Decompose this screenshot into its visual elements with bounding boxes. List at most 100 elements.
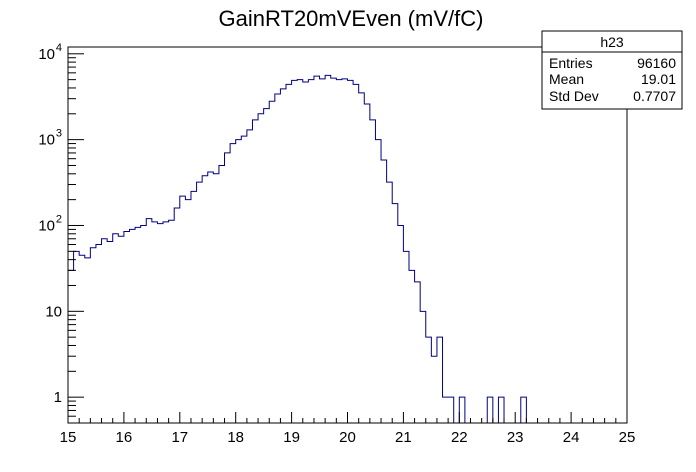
y-tick-exponent: 4 xyxy=(56,42,62,54)
histogram-bin xyxy=(152,222,158,423)
histogram-bin xyxy=(118,236,124,423)
histogram-bin xyxy=(431,356,437,423)
histogram-bin xyxy=(420,311,426,423)
histogram-bin xyxy=(297,80,303,423)
histogram-bin xyxy=(403,251,409,423)
histogram-bin xyxy=(102,239,108,423)
histogram-bin xyxy=(342,79,348,423)
x-tick-label: 19 xyxy=(283,429,300,446)
x-tick-label: 24 xyxy=(563,429,580,446)
y-tick-exponent: 2 xyxy=(56,213,62,225)
histogram-bin xyxy=(437,337,443,423)
histogram-bin xyxy=(146,219,152,423)
histogram-bin xyxy=(236,140,242,423)
x-tick-label: 18 xyxy=(227,429,244,446)
histogram-bin xyxy=(135,227,141,423)
stats-value-mean: 19.01 xyxy=(641,71,676,87)
histogram-bin xyxy=(252,120,258,423)
y-tick-label: 10 xyxy=(45,303,62,320)
histogram-bin xyxy=(225,153,231,423)
stats-value-std-dev: 0.7707 xyxy=(633,88,676,104)
histogram-bin xyxy=(141,225,147,423)
stats-label-entries: Entries xyxy=(549,55,593,71)
histogram-bin xyxy=(113,234,119,423)
histogram-bin xyxy=(370,120,376,423)
stats-box-border xyxy=(541,30,683,110)
histogram-bin xyxy=(387,182,393,423)
histogram-bin xyxy=(264,109,270,423)
histogram-bin xyxy=(498,397,504,423)
histogram-bin xyxy=(107,242,113,423)
histogram-bin xyxy=(314,76,320,423)
histogram-bin xyxy=(308,80,314,423)
histogram-bin xyxy=(459,397,465,423)
histogram-bin xyxy=(219,165,225,423)
stats-box: h23 Entries 96160 Mean 19.01 Std Dev 0.7… xyxy=(541,30,683,110)
histogram-bin xyxy=(487,397,493,423)
histogram-bin xyxy=(331,78,337,423)
histogram-bin xyxy=(247,130,253,423)
histogram-bin xyxy=(286,84,292,423)
histogram-bin xyxy=(96,245,102,423)
x-tick-label: 17 xyxy=(171,429,188,446)
x-axis: 15 16 17 18 19 20 21 22 23 24 25 xyxy=(60,412,636,446)
histogram-bin xyxy=(375,140,381,423)
histogram-bin xyxy=(258,114,264,423)
histogram-bin xyxy=(129,229,135,423)
y-tick-label: 10 xyxy=(38,217,55,234)
y-tick-label: 10 xyxy=(38,46,55,63)
x-tick-label: 21 xyxy=(395,429,412,446)
histogram-bin xyxy=(415,282,421,423)
histogram-bin xyxy=(336,80,342,423)
x-tick-label: 25 xyxy=(619,429,636,446)
histogram-bin xyxy=(353,84,359,423)
histogram-bin xyxy=(292,80,298,423)
histogram-bin xyxy=(320,79,326,423)
histogram-outline xyxy=(68,74,627,424)
histogram-bin xyxy=(303,82,309,423)
histogram-bin xyxy=(213,174,219,423)
histogram-bin xyxy=(185,200,191,423)
y-tick-label: 10 xyxy=(38,132,55,149)
histogram-bin xyxy=(443,397,449,423)
stats-value-entries: 96160 xyxy=(637,55,676,71)
x-tick-label: 20 xyxy=(339,429,356,446)
histogram-bin xyxy=(348,80,354,423)
stats-histogram-name: h23 xyxy=(600,34,624,50)
histogram-bin xyxy=(90,248,96,423)
x-tick-label: 22 xyxy=(451,429,468,446)
histogram-bin xyxy=(202,176,208,423)
x-tick-label: 15 xyxy=(60,429,77,446)
histogram-bin xyxy=(381,160,387,423)
y-tick-exponent: 3 xyxy=(56,128,62,140)
histogram-bin xyxy=(180,196,186,423)
histogram-bin xyxy=(230,144,236,423)
x-tick-label: 23 xyxy=(507,429,524,446)
histogram-bin xyxy=(174,208,180,423)
histogram-bin xyxy=(448,397,454,423)
histogram-bin xyxy=(68,270,74,423)
chart-title: GainRT20mVEven (mV/fC) xyxy=(219,6,484,31)
histogram-bin xyxy=(269,101,275,423)
histogram-bin xyxy=(359,93,365,423)
x-tick-label: 16 xyxy=(116,429,133,446)
histogram-bin xyxy=(85,258,91,423)
histogram-bin xyxy=(208,172,214,423)
histogram-bin xyxy=(521,397,527,423)
histogram-bin xyxy=(163,222,169,423)
histogram-bin xyxy=(169,220,175,423)
histogram-bin xyxy=(325,75,331,423)
histogram-bin xyxy=(124,232,130,423)
histogram-bin xyxy=(191,191,197,423)
histogram-bin xyxy=(392,204,398,423)
histogram-bin xyxy=(157,224,163,423)
histogram-bin xyxy=(275,94,281,423)
histogram-bin xyxy=(398,225,404,423)
histogram-bin xyxy=(280,89,286,423)
histogram-bin xyxy=(79,255,85,423)
stats-label-mean: Mean xyxy=(549,71,584,87)
histogram-bin xyxy=(241,136,247,423)
histogram-bin xyxy=(409,270,415,423)
